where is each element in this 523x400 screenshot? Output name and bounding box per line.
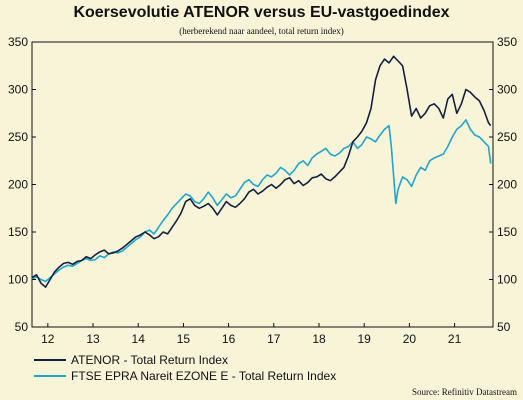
x-tick-label-12: 12 xyxy=(41,332,55,346)
x-tick-label-19: 19 xyxy=(358,332,372,346)
y-tick-label-left-300: 300 xyxy=(8,83,28,97)
source-note: Source: Refinitiv Datastream xyxy=(412,387,517,397)
legend-label-ftse-epra: FTSE EPRA Nareit EZONE E - Total Return … xyxy=(71,369,337,383)
y-tick-label-left-50: 50 xyxy=(15,320,29,334)
y-tick-label-left-150: 150 xyxy=(8,225,28,239)
x-tick-label-14: 14 xyxy=(132,332,146,346)
y-tick-label-right-300: 300 xyxy=(497,83,517,97)
y-tick-label-left-100: 100 xyxy=(8,273,28,287)
legend-swatch-atenor xyxy=(34,359,66,361)
y-tick-label-right-100: 100 xyxy=(497,273,517,287)
x-tick-label-18: 18 xyxy=(312,332,326,346)
legend-entry-atenor: ATENOR - Total Return Index xyxy=(34,352,336,368)
series-line-atenor xyxy=(31,55,492,288)
x-tick-label-13: 13 xyxy=(86,332,100,346)
y-tick-label-left-200: 200 xyxy=(8,178,28,192)
series-line-ftse-epra xyxy=(31,119,492,283)
y-tick-label-left-350: 350 xyxy=(8,35,28,49)
legend-label-atenor: ATENOR - Total Return Index xyxy=(71,353,228,367)
x-tick-label-17: 17 xyxy=(267,332,281,346)
y-tick-label-right-50: 50 xyxy=(497,320,511,334)
y-tick-label-right-350: 350 xyxy=(497,35,517,49)
legend-entry-ftse-epra: FTSE EPRA Nareit EZONE E - Total Return … xyxy=(34,368,336,384)
y-tick-label-right-250: 250 xyxy=(497,130,517,144)
y-tick-label-left-250: 250 xyxy=(8,130,28,144)
chart-title: Koersevolutie ATENOR versus EU-vastgoedi… xyxy=(73,4,450,21)
x-tick-label-21: 21 xyxy=(448,332,462,346)
x-tick-label-15: 15 xyxy=(177,332,191,346)
legend-swatch-ftse-epra xyxy=(34,375,66,377)
x-tick-label-16: 16 xyxy=(222,332,236,346)
legend: ATENOR - Total Return Index FTSE EPRA Na… xyxy=(34,352,336,384)
chart-subtitle: (herberekend naar aandeel, total return … xyxy=(179,26,344,36)
x-tick-label-20: 20 xyxy=(403,332,417,346)
plot-area-frame xyxy=(31,41,494,328)
y-tick-label-right-200: 200 xyxy=(497,178,517,192)
y-tick-label-right-150: 150 xyxy=(497,225,517,239)
